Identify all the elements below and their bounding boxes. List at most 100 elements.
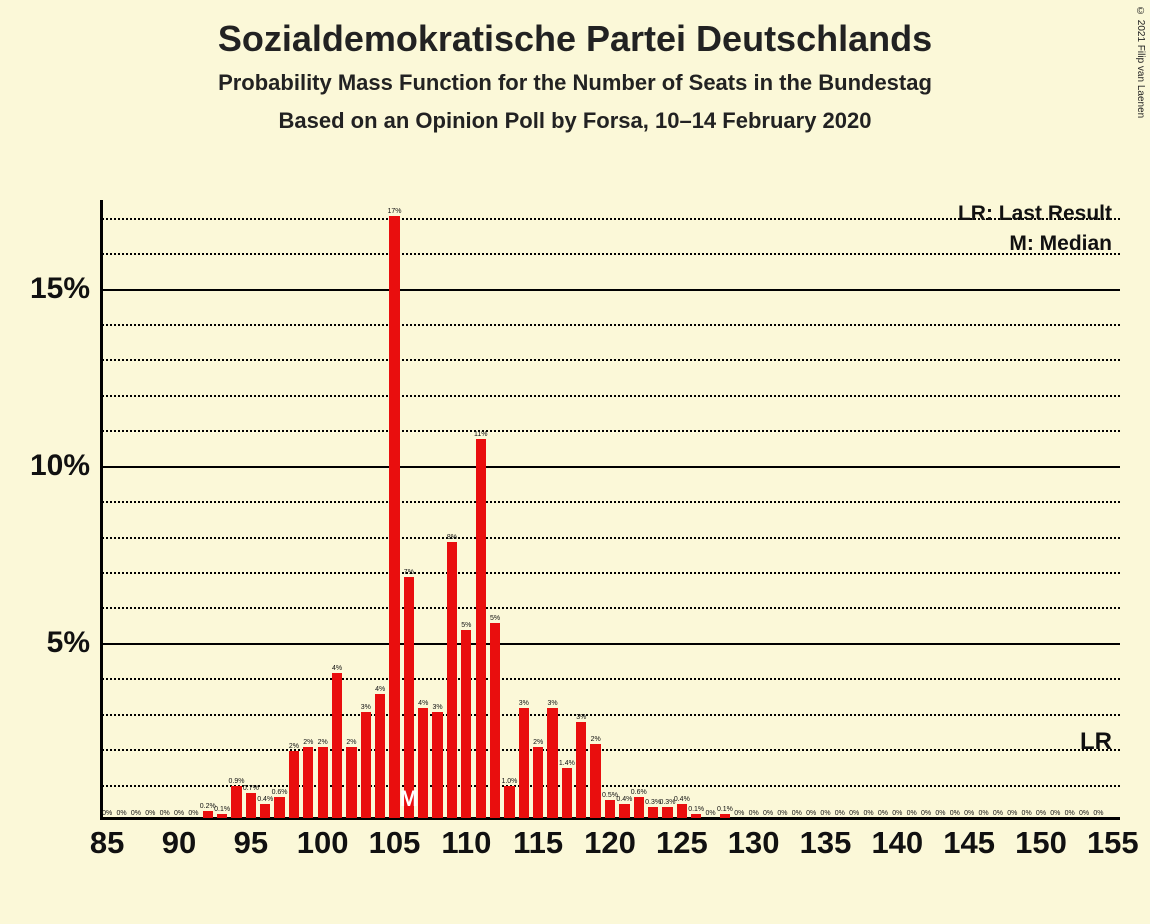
y-axis-line [100,200,103,820]
bar [274,797,284,818]
bar [720,814,730,818]
bar-value-label: 0% [160,810,170,817]
gridline-minor [102,714,1120,716]
bar [547,708,557,818]
bar-value-label: 2% [591,736,601,743]
x-tick-label: 125 [656,825,708,861]
bar-value-label: 0% [777,810,787,817]
bar-value-label: 0% [907,810,917,817]
bar-value-label: 0% [1050,810,1060,817]
bar-value-label: 2% [346,739,356,746]
x-tick-label: 150 [1015,825,1067,861]
bar [533,747,543,818]
bar [562,768,572,818]
bar-value-label: 11% [474,431,488,438]
bar-value-label: 0.1% [688,806,704,813]
x-tick-label: 105 [369,825,421,861]
bar [490,623,500,818]
x-tick-label: 155 [1087,825,1139,861]
bar [634,797,644,818]
bar [605,800,615,818]
bar-value-label: 0% [145,810,155,817]
bar-value-label: 2% [289,743,299,750]
legend-last-result: LR: Last Result [958,202,1112,226]
bar-value-label: 0% [1093,810,1103,817]
y-tick-label: 15% [0,272,90,306]
bar-value-label: 0% [849,810,859,817]
gridline-minor [102,607,1120,609]
bar-value-label: 4% [332,665,342,672]
x-tick-label: 100 [297,825,349,861]
bar-value-label: 0% [188,810,198,817]
gridline-minor [102,430,1120,432]
gridline-minor [102,501,1120,503]
bar [590,744,600,818]
x-tick-label: 145 [943,825,995,861]
bar-value-label: 0% [792,810,802,817]
bar-value-label: 0% [921,810,931,817]
bar [418,708,428,818]
bar-value-label: 0% [864,810,874,817]
bar [447,542,457,818]
chart-title: Sozialdemokratische Partei Deutschlands [0,18,1150,60]
chart-subtitle-2: Based on an Opinion Poll by Forsa, 10–14… [0,108,1150,134]
bar [389,216,399,818]
chart-subtitle-1: Probability Mass Function for the Number… [0,70,1150,96]
bar [318,747,328,818]
x-tick-label: 115 [513,825,563,861]
bar [504,786,514,818]
bar-value-label: 3% [576,714,586,721]
bar [432,712,442,818]
bar-value-label: 0.4% [616,796,632,803]
gridline-minor [102,749,1120,751]
bar-value-label: 5% [461,622,471,629]
x-tick-label: 95 [234,825,268,861]
bar-value-label: 8% [447,534,457,541]
chart-titles: Sozialdemokratische Partei Deutschlands … [0,0,1150,134]
gridline-minor [102,678,1120,680]
bar-value-label: 0% [806,810,816,817]
gridline-minor [102,324,1120,326]
bar [619,804,629,818]
bar-value-label: 0.9% [228,778,244,785]
bar-value-label: 17% [387,208,401,215]
x-tick-label: 140 [871,825,923,861]
bar-value-label: 2% [533,739,543,746]
x-tick-label: 110 [441,825,491,861]
gridline-major [102,466,1120,468]
bar-value-label: 0% [835,810,845,817]
bar-value-label: 0% [131,810,141,817]
bar-value-label: 4% [418,700,428,707]
bar-value-label: 0% [878,810,888,817]
x-tick-label: 90 [162,825,196,861]
bar-value-label: 0% [1065,810,1075,817]
bar [303,747,313,818]
gridline-minor [102,537,1120,539]
bar-value-label: 0% [820,810,830,817]
bar-value-label: 0.6% [272,789,288,796]
bar-value-label: 0.1% [214,806,230,813]
bar-value-label: 0% [964,810,974,817]
bar-value-label: 3% [547,700,557,707]
gridline-major [102,643,1120,645]
bar-value-label: 0% [978,810,988,817]
bar-value-label: 0% [734,810,744,817]
bar [576,722,586,818]
bar [203,811,213,818]
bar [461,630,471,818]
y-tick-label: 10% [0,449,90,483]
bar [662,807,672,818]
copyright-text: © 2021 Filip van Laenen [1135,6,1146,118]
bar [404,577,414,818]
x-tick-label: 120 [584,825,636,861]
bar [231,786,241,818]
bar [361,712,371,818]
bar-value-label: 0% [1007,810,1017,817]
bar-value-label: 0% [706,810,716,817]
bar-value-label: 0.1% [717,806,733,813]
bar-value-label: 0% [749,810,759,817]
gridline-minor [102,253,1120,255]
bar-value-label: 0.4% [257,796,273,803]
bar [476,439,486,818]
bar-value-label: 1.4% [559,760,575,767]
